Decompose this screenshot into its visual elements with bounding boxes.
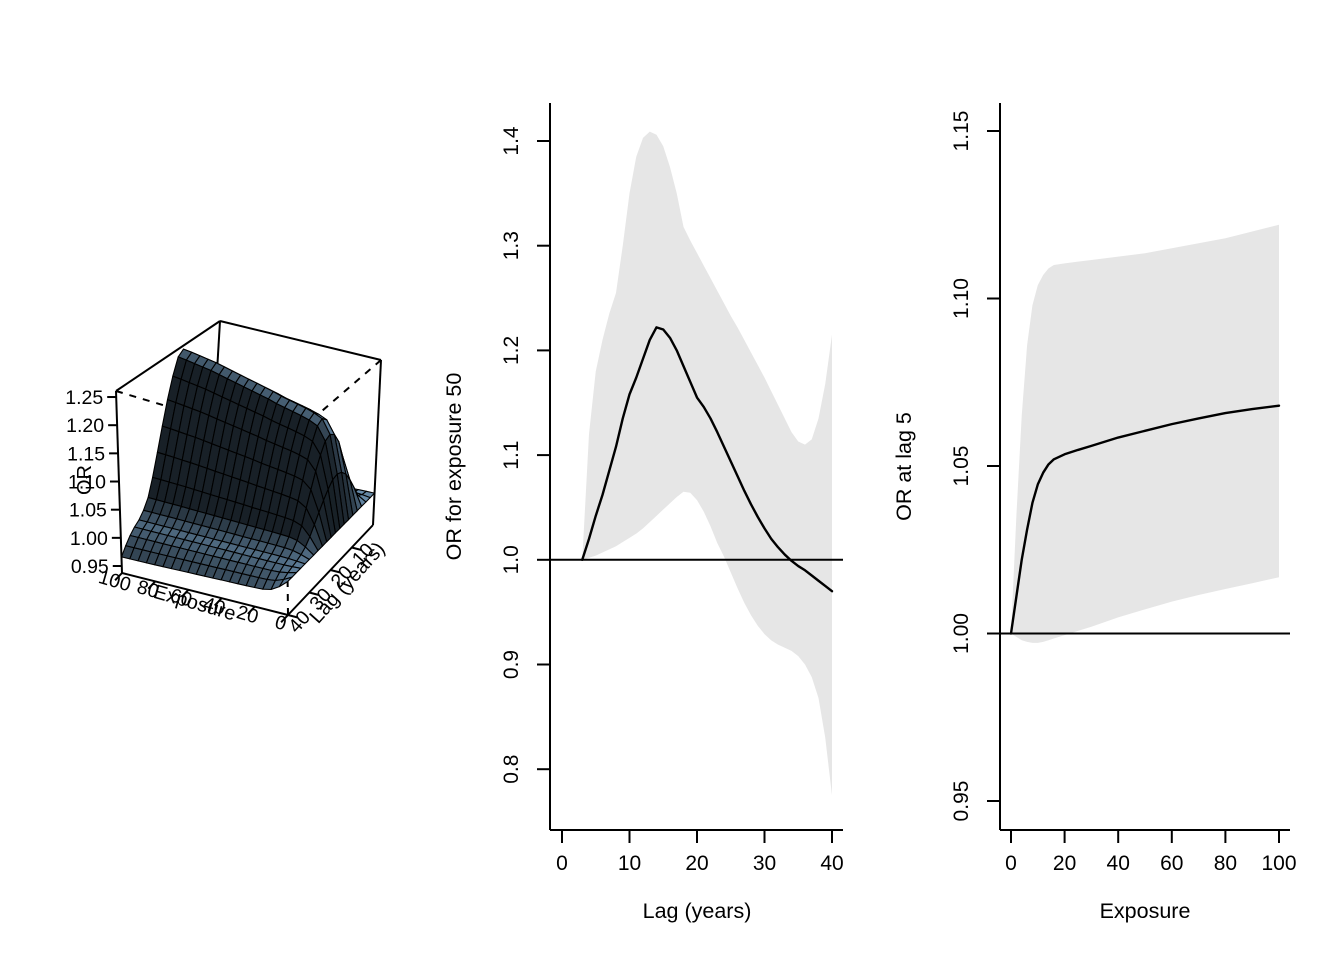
y-tick-label: 1.15 [950,111,973,152]
or-tick-label: 1.15 [67,443,105,465]
or-tick-label: 1.10 [68,472,106,494]
exposure-tick [114,572,123,581]
x-tick-label: 10 [618,852,641,875]
or-curve [1009,404,1281,635]
exposure-axis-title: Exposure [151,581,238,625]
or-tick-label: 1.05 [69,500,107,522]
x-tick-label: 30 [753,852,776,875]
box-top-back-left-edge [115,320,221,392]
confidence-band [1011,224,1279,643]
x-axis-title: Lag (years) [643,899,752,923]
x-tick-label: 40 [1107,852,1130,875]
surface-3d-panel: 100 80 60 40 20 0403020100.951.001.051.101.15… [65,320,390,637]
exposure-tick [280,614,289,623]
lag-tick [330,569,341,574]
exposure-tick [180,589,190,598]
x-tick-label: 20 [1053,852,1076,875]
exposure-axis-edge [121,572,289,616]
or-tick-label: 1.20 [66,415,104,437]
surface-facet [278,576,293,588]
confidence-band [582,131,832,796]
or-axis-title: OR [74,465,96,495]
y-tick-label: 1.2 [500,336,523,365]
y-tick-label: 1.00 [950,613,973,654]
lag-slice-panel: 0 10 20 30 40 0.8 0.9 1.0 1.1 1.2 1.3 1.4 Lag (years… [442,103,844,923]
y-tick-label: 1.1 [500,440,523,469]
y-tick-label: 0.8 [500,755,523,784]
x-tick-label: 0 [556,852,568,875]
y-tick-label: 1.10 [950,278,973,319]
x-tick-label: 80 [1214,852,1237,875]
lag-tick [351,546,362,551]
or-tick-label: 1.00 [70,528,108,550]
exposure-tick [147,580,156,590]
y-axis-title: OR at lag 5 [892,412,916,521]
y-tick-label: 0.9 [500,650,523,679]
y-tick-label: 1.0 [500,545,523,574]
or-tick-label: 0.95 [71,556,109,578]
y-tick-label: 1.3 [500,231,523,260]
exposure-slice-panel: 0 20 40 60 80 100 0.95 1.00 1.05 1.10 1.15 Exposure… [892,103,1297,923]
or-tick-label: 1.25 [65,387,103,409]
x-tick-label: 60 [1160,852,1183,875]
y-tick-label: 1.4 [500,126,523,156]
x-tick-label: 100 [1261,852,1296,875]
x-tick-label: 40 [820,852,843,875]
y-tick-label: 1.05 [950,446,973,487]
x-tick-label: 20 [685,852,708,875]
lag-tick [309,591,320,596]
box-top-back-right-edge [219,320,382,361]
x-axis-title: Exposure [1100,899,1191,923]
box-right-pillar [372,359,382,526]
or-axis-pillar [115,390,123,574]
lag-tick [287,614,298,619]
y-tick-label: 0.95 [950,781,973,822]
exposure-tick [247,605,256,615]
exposure-tick-label: 20 [234,601,261,628]
or-curve [581,326,834,593]
x-tick-label: 0 [1005,852,1017,875]
or-surface-mesh [120,348,376,591]
y-axis-title: OR for exposure 50 [442,373,466,561]
exposure-tick [213,597,223,607]
